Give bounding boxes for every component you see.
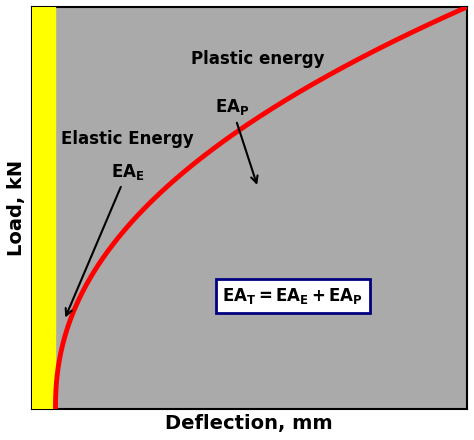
Text: Elastic Energy: Elastic Energy [61,130,194,148]
Text: $\mathbf{EA_E}$: $\mathbf{EA_E}$ [66,161,144,315]
Bar [31,7,55,408]
Polygon shape [55,7,467,408]
Text: $\mathbf{EA_P}$: $\mathbf{EA_P}$ [215,97,257,183]
Y-axis label: Load, kN: Load, kN [7,160,26,256]
Text: $\mathbf{EA_T = EA_E + EA_P}$: $\mathbf{EA_T = EA_E + EA_P}$ [222,286,364,306]
X-axis label: Deflection, mm: Deflection, mm [165,414,333,433]
Text: Plastic energy: Plastic energy [191,50,325,68]
